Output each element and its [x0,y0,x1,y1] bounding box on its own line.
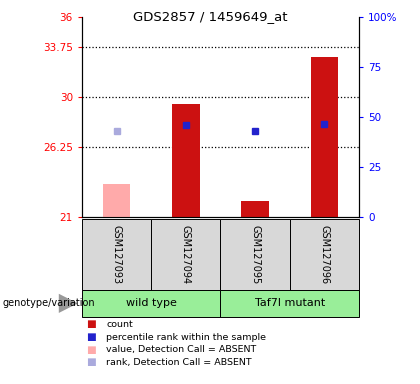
Bar [290,219,359,290]
Bar [310,57,338,217]
Bar [103,184,130,217]
Text: ■: ■ [86,358,96,367]
Text: Taf7l mutant: Taf7l mutant [255,298,325,308]
Bar [151,219,220,290]
Text: GSM127093: GSM127093 [112,225,121,284]
Text: ■: ■ [86,345,96,355]
Text: GSM127096: GSM127096 [320,225,329,284]
Bar [220,290,359,317]
Text: count: count [106,320,133,329]
Text: GSM127094: GSM127094 [181,225,191,284]
Bar [220,219,290,290]
Bar [172,104,200,217]
Text: percentile rank within the sample: percentile rank within the sample [106,333,266,342]
Text: GDS2857 / 1459649_at: GDS2857 / 1459649_at [133,10,287,23]
Text: GSM127095: GSM127095 [250,225,260,284]
Text: value, Detection Call = ABSENT: value, Detection Call = ABSENT [106,345,257,354]
Text: genotype/variation: genotype/variation [2,298,95,308]
Bar [82,290,220,317]
Bar [241,201,269,217]
Text: ■: ■ [86,319,96,329]
Text: wild type: wild type [126,298,177,308]
Text: rank, Detection Call = ABSENT: rank, Detection Call = ABSENT [106,358,252,367]
Bar [82,219,151,290]
Text: ■: ■ [86,332,96,342]
